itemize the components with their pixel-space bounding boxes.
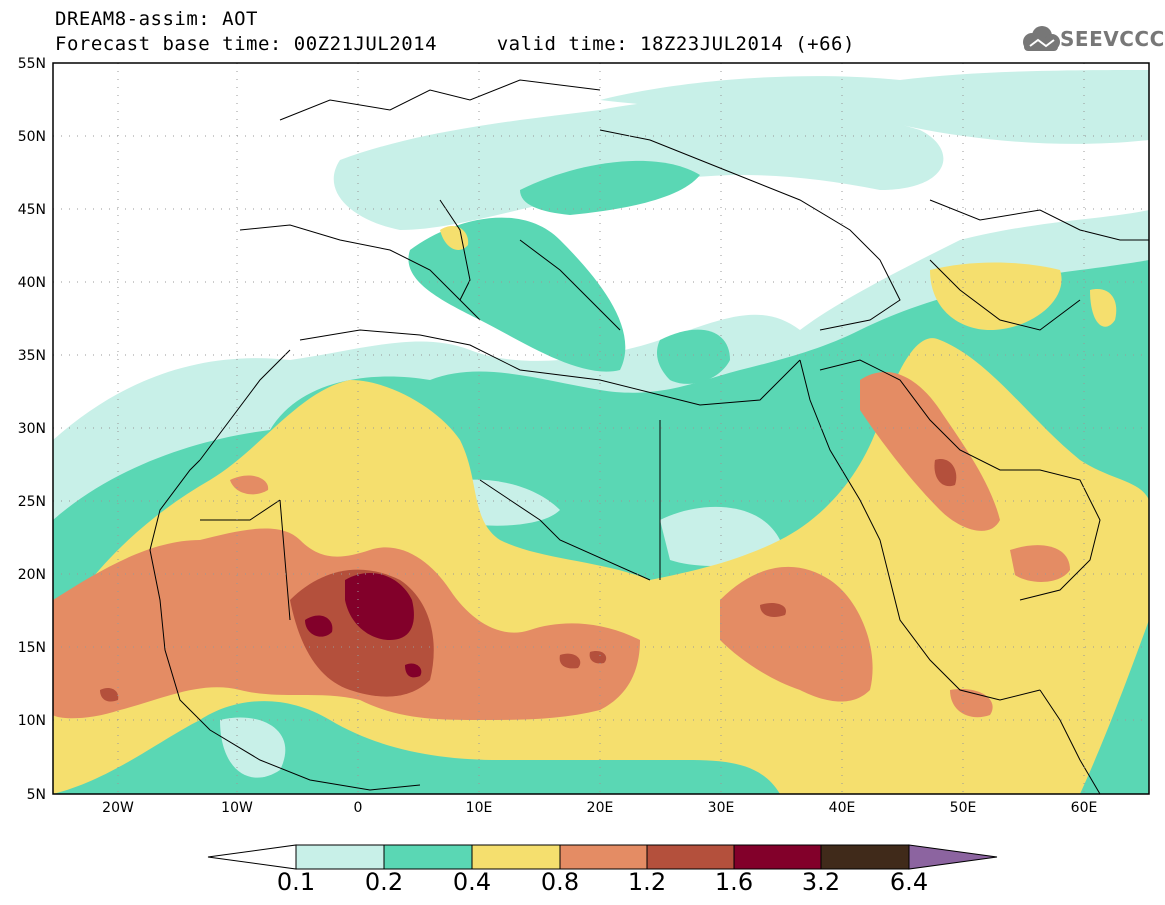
lon-label: 20E xyxy=(587,800,614,816)
lat-label: 10N xyxy=(18,713,46,729)
colorbar-label: 1.6 xyxy=(714,868,754,896)
colorbar-label: 1.2 xyxy=(627,868,667,896)
lat-label: 40N xyxy=(18,275,46,291)
lat-label: 5N xyxy=(27,787,46,803)
lon-label: 20W xyxy=(102,800,134,816)
colorbar-label: 0.1 xyxy=(276,868,316,896)
colorbar-segment xyxy=(471,844,561,870)
colorbar-segment xyxy=(383,844,473,870)
colorbar-lower-triangle xyxy=(207,844,297,870)
lon-label: 40E xyxy=(829,800,856,816)
colorbar-upper-triangle xyxy=(908,844,998,870)
lon-label: 50E xyxy=(950,800,977,816)
lat-label: 30N xyxy=(18,421,46,437)
aot-field xyxy=(53,70,1149,794)
lon-label: 30E xyxy=(708,800,735,816)
colorbar xyxy=(207,844,998,870)
coastlines xyxy=(149,79,1149,794)
lon-label: 10E xyxy=(466,800,493,816)
colorbar-label: 0.8 xyxy=(540,868,580,896)
longitude-labels: 20W 10W 0 10E 20E 30E 40E 50E 60E xyxy=(102,800,1097,816)
colorbar-segment xyxy=(820,844,910,870)
lon-label: 10W xyxy=(221,800,253,816)
colorbar-segment xyxy=(295,844,385,870)
lat-label: 50N xyxy=(18,129,46,145)
lat-label: 25N xyxy=(18,494,46,510)
colorbar-segment xyxy=(733,844,822,870)
colorbar-segment xyxy=(559,844,648,870)
lon-label: 0 xyxy=(354,800,363,816)
seevccc-logo xyxy=(1023,26,1060,51)
colorbar-label: 0.2 xyxy=(364,868,404,896)
forecast-time-line: Forecast base time: 00Z21JUL2014 valid t… xyxy=(55,33,855,55)
plot-frame xyxy=(52,62,1150,795)
lon-label: 60E xyxy=(1071,800,1098,816)
colorbar-label: 0.4 xyxy=(452,868,492,896)
logo-text: SEEVCCC xyxy=(1060,27,1165,51)
lat-label: 15N xyxy=(18,640,46,656)
lat-label: 35N xyxy=(18,348,46,364)
colorbar-segment xyxy=(646,844,735,870)
colorbar-label: 6.4 xyxy=(889,868,929,896)
latitude-labels: 55N 50N 45N 40N 35N 30N 25N 20N 15N 10N … xyxy=(18,56,46,803)
lat-label: 20N xyxy=(18,567,46,583)
chart-title: DREAM8-assim: AOT xyxy=(55,8,258,30)
colorbar-label: 3.2 xyxy=(801,868,841,896)
lat-label: 45N xyxy=(18,202,46,218)
lat-label: 55N xyxy=(18,56,46,72)
